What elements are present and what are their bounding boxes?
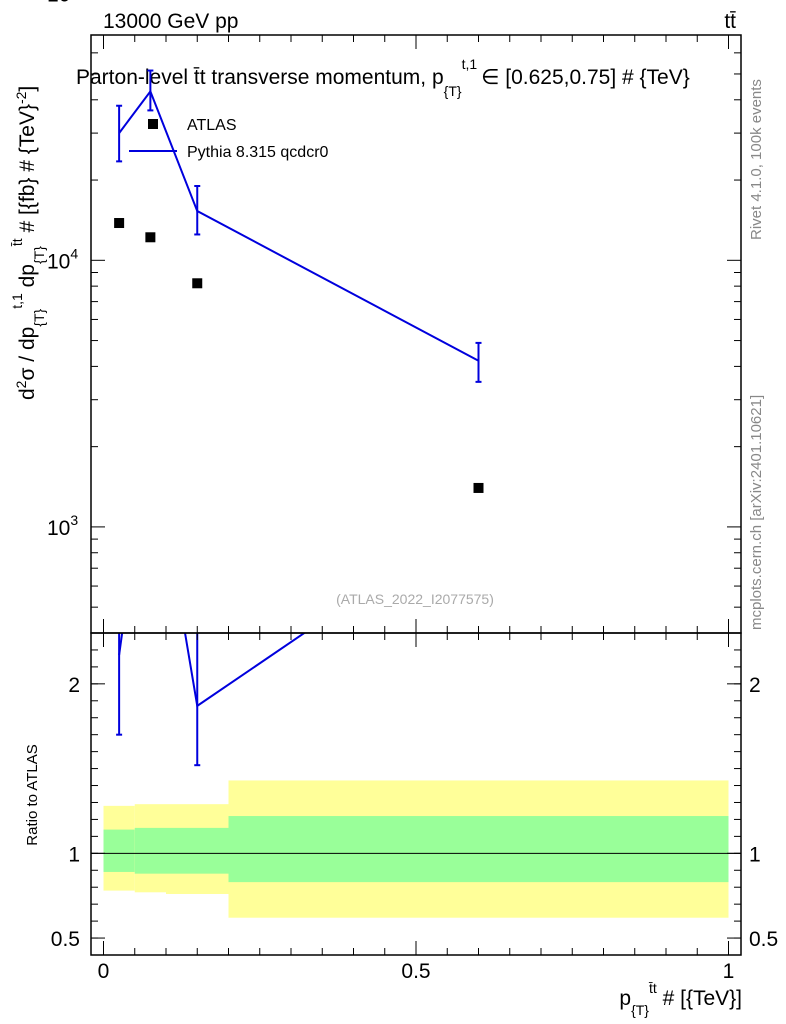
ratio-y-tick-label-left-1: 1 [68,843,80,866]
main-y-tick-label-2: 105 [47,0,78,7]
analysis-annotation: (ATLAS_2022_I2077575) [336,591,494,607]
rivet-label: Rivet 4.1.0, 100k events [748,79,765,240]
xlabel: p{T}t̄t # [{TeV}] [619,980,742,1018]
ratio-band-inner-3 [228,816,729,883]
atlas-marker-2 [192,278,203,289]
pythia-ratio-line [118,633,307,708]
main-series [114,69,484,493]
main-y-tick-label-0: 103 [47,512,78,540]
ratio-y-tick-label-right-0: 0.5 [749,928,778,951]
axes: 103 104 105 0 0.5 1 0.5 0.5 1 1 2 2 [47,0,778,983]
atlas-marker-1 [145,232,156,243]
legend: ATLAS Pythia 8.315 qcdcr0 [129,117,329,161]
header-right: tt̄ [724,10,736,33]
ratio-band-inner-2 [166,827,229,874]
ratio-y-tick-label-right-2: 2 [749,674,761,697]
ratio-ylabel: Ratio to ATLAS [24,744,41,845]
header-left: 13000 GeV pp [103,10,238,33]
atlas-marker-3 [473,482,484,493]
legend-atlas-marker [148,119,158,129]
ratio-band-inner-0 [103,829,135,872]
ratio-y-tick-label-right-1: 1 [749,843,761,866]
pythia-main-line [118,89,479,362]
x-tick-label-2: 1 [723,960,735,983]
x-tick-label-0: 0 [98,960,110,983]
ratio-band-inner-1 [134,827,166,874]
mcplots-label: mcplots.cern.ch [arXiv:2401.10621] [748,395,765,630]
legend-pythia-label: Pythia 8.315 qcdcr0 [187,144,329,161]
ratio-series [116,633,307,767]
legend-atlas-label: ATLAS [187,117,237,134]
ratio-bands [103,780,729,918]
x-tick-label-1: 0.5 [401,960,430,983]
ratio-y-tick-label-left-2: 2 [68,674,80,697]
ratio-y-tick-label-left-0: 0.5 [51,928,80,951]
atlas-marker-0 [114,218,125,229]
main-y-tick-label-1: 104 [47,245,78,273]
plot-title: Parton-level t̄t transverse momentum, p{… [76,56,690,99]
main-ylabel: d2σ / dp{T}t,1 dp{T}t̄t # [{fb} # {TeV}-… [9,86,47,400]
